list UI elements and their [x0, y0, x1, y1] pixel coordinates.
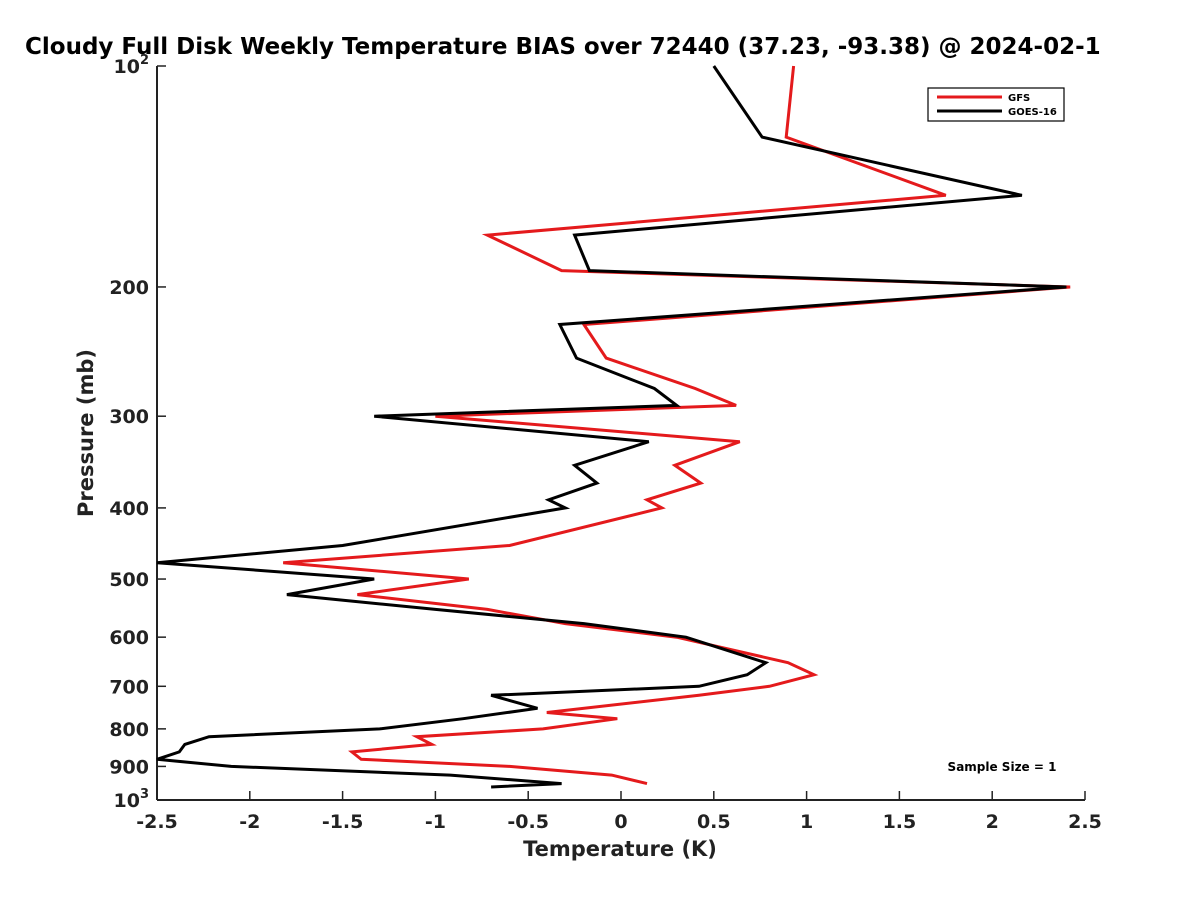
y-tick-label: 700 [109, 676, 149, 698]
y-tick-label: 103 [114, 787, 150, 812]
y-axis-label: Pressure (mb) [74, 349, 98, 517]
legend-box [927, 87, 1065, 122]
x-tick-label: -1.5 [322, 811, 364, 833]
y-tick-label: 900 [109, 756, 149, 778]
x-tick-label: 0.5 [697, 811, 731, 833]
x-tick-label: -2.5 [136, 811, 178, 833]
axes: -2.5 -2 -1.5 -1 -0.5 0 0.5 1 1.5 2 2.5 102 200 300 400… [109, 53, 1102, 833]
y-tick-label: 600 [109, 627, 149, 649]
y-tick-label: 400 [109, 498, 149, 520]
x-tick-label: 1.5 [883, 811, 917, 833]
y-tick-label: 300 [109, 406, 149, 428]
y-tick-label: 500 [109, 569, 149, 591]
y-tick-label: 102 [114, 53, 150, 78]
x-tick-label: 1 [800, 811, 813, 833]
plot-lines [156, 65, 1071, 789]
x-tick-label: -1 [425, 811, 446, 833]
series-line-goes-16 [156, 65, 1067, 789]
x-tick-label: -2 [239, 811, 260, 833]
x-tick-label: 0 [614, 811, 627, 833]
legend: GFS GOES-16 [927, 87, 1065, 122]
x-tick-label: 2.5 [1068, 811, 1102, 833]
series-line-gfs [283, 65, 1071, 786]
legend-label: GFS [1008, 93, 1030, 104]
chart-title: Cloudy Full Disk Weekly Temperature BIAS… [25, 34, 1101, 60]
sample-size-annotation: Sample Size = 1 [948, 760, 1057, 774]
y-tick-label: 800 [109, 719, 149, 741]
x-tick-label: -0.5 [507, 811, 549, 833]
x-axis-label: Temperature (K) [523, 837, 717, 861]
x-tick-label: 2 [986, 811, 999, 833]
legend-label: GOES-16 [1008, 107, 1057, 118]
y-tick-label: 200 [109, 277, 149, 299]
